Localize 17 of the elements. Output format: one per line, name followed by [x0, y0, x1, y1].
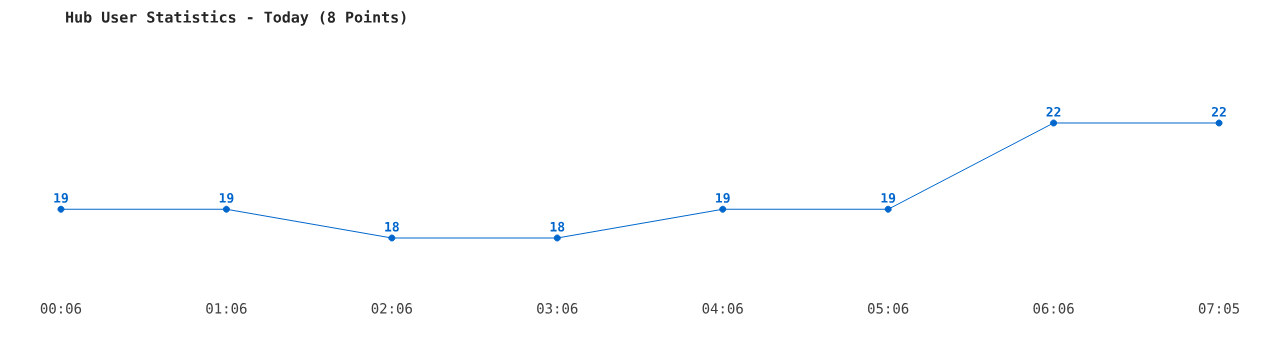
x-tick-label: 04:06: [702, 303, 743, 314]
x-tick-label: 00:06: [40, 303, 82, 314]
data-label: 19: [54, 193, 68, 203]
x-tick-label: 03:06: [537, 303, 578, 314]
x-tick-label: 07:05: [1198, 303, 1239, 314]
x-tick-label: 05:06: [868, 303, 909, 314]
data-label: 18: [385, 221, 399, 232]
x-tick-label: 02:06: [371, 303, 413, 314]
data-label: 19: [716, 193, 730, 203]
data-label: 22: [1046, 106, 1061, 117]
data-label: 22: [1211, 106, 1226, 117]
x-tick-label: 06:06: [1033, 303, 1074, 314]
data-label: 18: [550, 221, 565, 232]
data-label: 19: [881, 193, 896, 203]
data-label: 19: [219, 193, 234, 203]
x-tick-label: 01:06: [206, 303, 247, 314]
chart-title: Hub User Statistics - Today (8 Points): [66, 10, 406, 26]
